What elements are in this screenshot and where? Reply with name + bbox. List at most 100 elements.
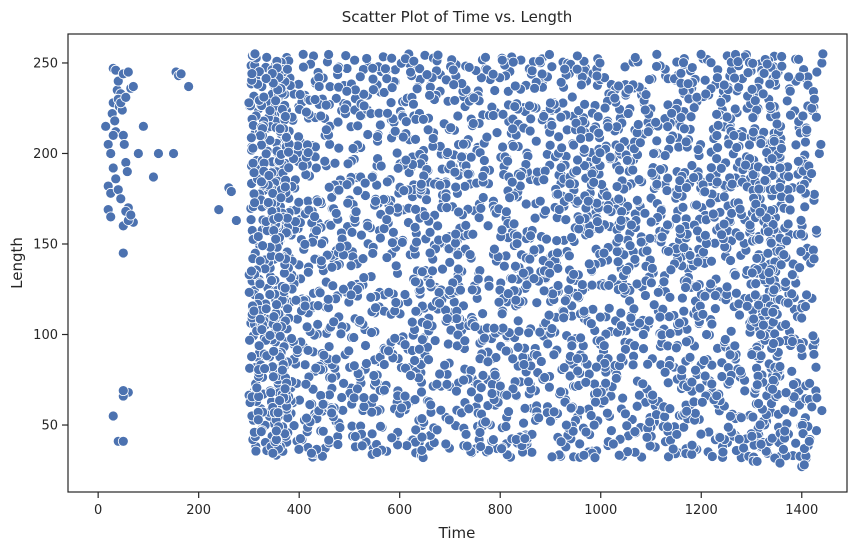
scatter-point [614, 142, 626, 154]
scatter-point [546, 61, 558, 73]
scatter-point [620, 343, 631, 355]
scatter-point [782, 218, 794, 230]
scatter-point [496, 308, 508, 320]
scatter-point [780, 276, 791, 288]
scatter-point [120, 157, 132, 168]
scatter-point [488, 243, 500, 255]
scatter-point [806, 168, 817, 179]
scatter-point [493, 296, 505, 308]
scatter-point [700, 88, 712, 100]
scatter-point [511, 238, 523, 250]
scatter-point [623, 83, 635, 95]
scatter-point [682, 78, 694, 90]
scatter-point [168, 148, 179, 159]
scatter-point [692, 144, 704, 156]
scatter-point [724, 376, 735, 387]
scatter-point [609, 92, 621, 104]
scatter-point [531, 297, 543, 309]
scatter-point [534, 55, 546, 67]
scatter-point [804, 377, 815, 389]
scatter-point [695, 49, 707, 60]
scatter-point [501, 389, 513, 401]
scatter-point [795, 342, 807, 354]
scatter-point [301, 412, 312, 424]
scatter-point [375, 420, 386, 432]
scatter-point [520, 198, 532, 210]
scatter-point [431, 378, 443, 390]
scatter-point [776, 60, 788, 72]
scatter-point [586, 279, 598, 291]
scatter-point [629, 253, 641, 265]
scatter-point [594, 311, 606, 323]
scatter-point [640, 89, 652, 100]
scatter-point [539, 372, 551, 383]
scatter-point [614, 164, 625, 176]
scatter-point [677, 292, 688, 304]
scatter-point [349, 54, 361, 66]
scatter-point [352, 185, 364, 197]
scatter-point [685, 111, 697, 123]
scatter-point [327, 280, 339, 292]
scatter-point [386, 237, 398, 249]
scatter-point [246, 351, 258, 363]
scatter-point [686, 62, 698, 73]
scatter-point [811, 224, 822, 236]
scatter-point [525, 230, 536, 242]
scatter-point [387, 226, 399, 238]
scatter-point [638, 343, 649, 355]
scatter-point [734, 230, 746, 242]
scatter-point [417, 113, 429, 125]
scatter-point [753, 299, 764, 311]
scatter-point [664, 328, 676, 339]
scatter-point [175, 68, 187, 80]
scatter-point [729, 103, 741, 115]
scatter-point [367, 247, 379, 259]
scatter-point [605, 425, 617, 437]
scatter-point [251, 382, 263, 394]
scatter-point [271, 321, 283, 333]
scatter-point [763, 267, 775, 278]
scatter-point [559, 295, 571, 307]
scatter-point [467, 118, 479, 129]
scatter-point [643, 315, 655, 327]
x-tick-label: 1200 [685, 503, 718, 518]
scatter-point [706, 318, 718, 330]
scatter-point [711, 153, 723, 164]
scatter-point [613, 449, 625, 461]
scatter-point [641, 245, 653, 257]
scatter-point [410, 133, 421, 145]
scatter-point [274, 123, 286, 135]
scatter-point [362, 220, 374, 232]
scatter-point [248, 305, 260, 317]
scatter-point [761, 58, 773, 70]
scatter-point [697, 308, 709, 320]
scatter-point [460, 219, 472, 231]
scatter-point [453, 206, 464, 218]
scatter-point [422, 124, 434, 136]
scatter-point [530, 135, 542, 147]
scatter-point [806, 102, 818, 114]
scatter-point [489, 369, 501, 381]
scatter-point [300, 378, 312, 390]
scatter-point [288, 420, 300, 431]
scatter-point [816, 405, 828, 416]
scatter-point [132, 148, 144, 159]
scatter-point [243, 286, 255, 298]
scatter-point [571, 165, 583, 177]
scatter-point [440, 438, 452, 450]
scatter-point [712, 120, 724, 131]
scatter-point [774, 361, 786, 372]
scatter-point [688, 172, 700, 183]
scatter-point [726, 208, 738, 219]
scatter-point [570, 117, 582, 129]
scatter-point [711, 130, 723, 141]
scatter-point [452, 249, 464, 261]
scatter-point [545, 415, 556, 427]
scatter-point [442, 147, 453, 158]
scatter-point [348, 332, 360, 343]
scatter-point [568, 139, 579, 151]
y-tick-label: 250 [33, 56, 58, 71]
scatter-point [441, 202, 453, 214]
scatter-point [699, 370, 711, 382]
scatter-point [535, 356, 547, 367]
